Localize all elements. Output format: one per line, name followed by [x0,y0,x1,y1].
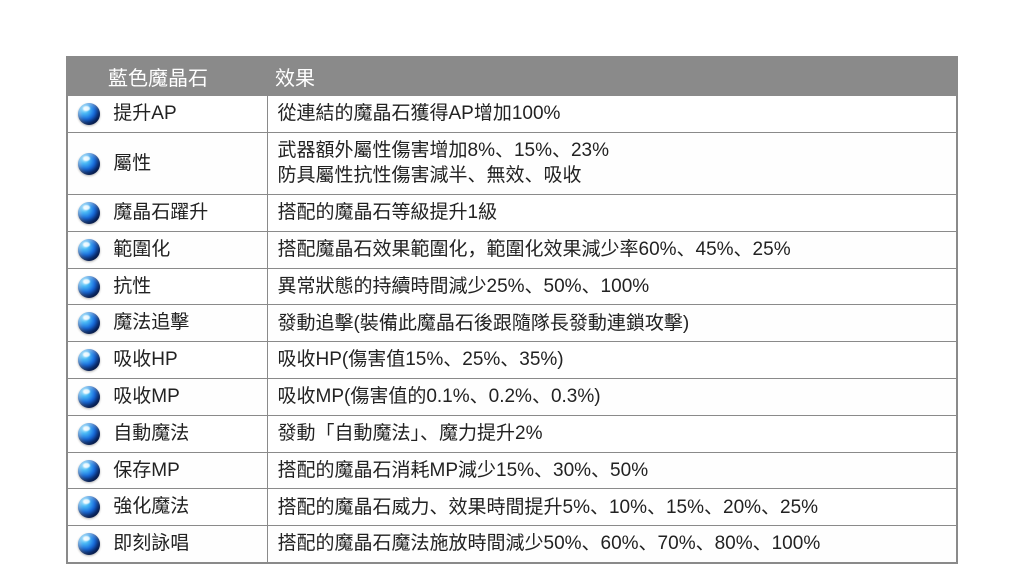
row-name: 吸收MP [113,386,180,407]
row-name-cell: 魔晶石躍升 [67,195,267,232]
table-row: 魔晶石躍升 搭配的魔晶石等級提升1級 [67,195,957,232]
row-name-cell: 吸收HP [67,342,267,379]
row-effect: 搭配的魔晶石等級提升1級 [267,195,957,232]
table-body: 提升AP 從連結的魔晶石獲得AP增加100% 屬性 武器額外屬性傷害增加8%、1… [67,96,957,564]
row-effect: 武器額外屬性傷害增加8%、15%、23%防具屬性抗性傷害減半、無效、吸收 [267,132,957,194]
row-name: 魔晶石躍升 [113,202,208,223]
row-effect: 搭配的魔晶石魔法施放時間減少50%、60%、70%、80%、100% [267,526,957,563]
blue-orb-icon [78,496,100,518]
row-effect: 發動追擊(裝備此魔晶石後跟隨隊長發動連鎖攻擊) [267,305,957,342]
blue-orb-icon [78,202,100,224]
row-effect: 搭配魔晶石效果範圍化，範圍化效果減少率60%、45%、25% [267,231,957,268]
row-name: 提升AP [113,103,176,124]
table-row: 魔法追擊 發動追擊(裝備此魔晶石後跟隨隊長發動連鎖攻擊) [67,305,957,342]
row-name-cell: 範圍化 [67,231,267,268]
blue-orb-icon [78,312,100,334]
row-name-cell: 抗性 [67,268,267,305]
table-row: 強化魔法 搭配的魔晶石威力、效果時間提升5%、10%、15%、20%、25% [67,489,957,526]
row-name-cell: 提升AP [67,96,267,133]
table-row: 自動魔法 發動「自動魔法」、魔力提升2% [67,415,957,452]
row-effect: 異常狀態的持續時間減少25%、50%、100% [267,268,957,305]
row-name: 即刻詠唱 [113,533,189,554]
table-row: 抗性 異常狀態的持續時間減少25%、50%、100% [67,268,957,305]
header-effect: 效果 [267,57,957,96]
table-row: 吸收HP 吸收HP(傷害值15%、25%、35%) [67,342,957,379]
row-effect: 吸收HP(傷害值15%、25%、35%) [267,342,957,379]
row-effect: 吸收MP(傷害值的0.1%、0.2%、0.3%) [267,379,957,416]
table-row: 提升AP 從連結的魔晶石獲得AP增加100% [67,96,957,133]
table-row: 範圍化 搭配魔晶石效果範圍化，範圍化效果減少率60%、45%、25% [67,231,957,268]
table-row: 即刻詠唱 搭配的魔晶石魔法施放時間減少50%、60%、70%、80%、100% [67,526,957,563]
blue-orb-icon [78,103,100,125]
blue-orb-icon [78,276,100,298]
row-name-cell: 自動魔法 [67,415,267,452]
row-name: 魔法追擊 [113,313,189,334]
row-name: 自動魔法 [113,423,189,444]
row-effect: 發動「自動魔法」、魔力提升2% [267,415,957,452]
row-name: 範圍化 [113,239,170,260]
row-name-cell: 強化魔法 [67,489,267,526]
header-name: 藍色魔晶石 [67,57,267,96]
row-name-cell: 即刻詠唱 [67,526,267,563]
blue-orb-icon [78,153,100,175]
blue-orb-icon [78,460,100,482]
row-name-cell: 魔法追擊 [67,305,267,342]
row-effect: 搭配的魔晶石消耗MP減少15%、30%、50% [267,452,957,489]
row-name: 強化魔法 [113,497,189,518]
row-name-cell: 屬性 [67,132,267,194]
blue-orb-icon [78,386,100,408]
row-name: 屬性 [113,153,151,174]
materia-table: 藍色魔晶石 效果 提升AP 從連結的魔晶石獲得AP增加100% 屬性 武器額外屬… [66,56,958,564]
row-effect: 從連結的魔晶石獲得AP增加100% [267,96,957,133]
blue-orb-icon [78,533,100,555]
row-name-cell: 保存MP [67,452,267,489]
blue-orb-icon [78,239,100,261]
table-header-row: 藍色魔晶石 效果 [67,57,957,96]
row-name: 保存MP [113,460,180,481]
row-name: 吸收HP [113,349,177,370]
table-row: 屬性 武器額外屬性傷害增加8%、15%、23%防具屬性抗性傷害減半、無效、吸收 [67,132,957,194]
blue-orb-icon [78,423,100,445]
table-row: 吸收MP 吸收MP(傷害值的0.1%、0.2%、0.3%) [67,379,957,416]
blue-orb-icon [78,349,100,371]
table-row: 保存MP 搭配的魔晶石消耗MP減少15%、30%、50% [67,452,957,489]
row-name-cell: 吸收MP [67,379,267,416]
row-effect: 搭配的魔晶石威力、效果時間提升5%、10%、15%、20%、25% [267,489,957,526]
row-name: 抗性 [113,276,151,297]
